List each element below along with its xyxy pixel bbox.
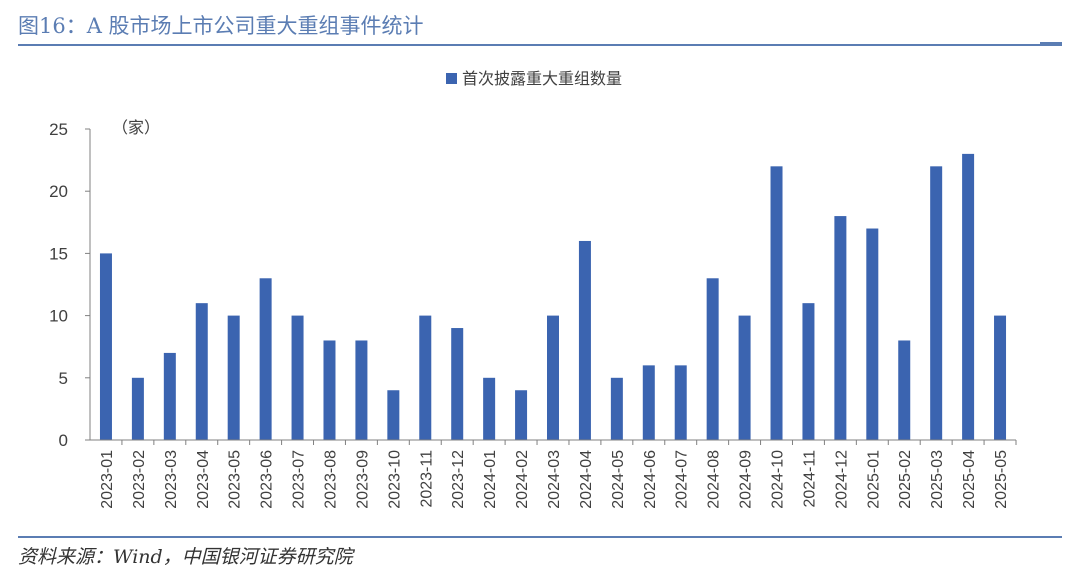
y-tick-label: 0: [59, 431, 68, 450]
bar: [131, 377, 144, 440]
x-tick-label: 2024-06: [642, 450, 659, 509]
bar: [738, 315, 751, 440]
x-tick-label: 2023-05: [227, 450, 244, 509]
y-tick-label: 15: [49, 244, 68, 263]
bar: [355, 340, 368, 440]
x-tick-label: 2023-09: [354, 450, 371, 509]
top-divider: [18, 44, 1062, 46]
x-tick-label: 2025-03: [929, 450, 946, 509]
bar: [930, 166, 943, 440]
x-tick-label: 2024-11: [801, 450, 818, 508]
bar: [994, 315, 1007, 440]
bar: [483, 377, 496, 440]
legend-swatch: [446, 73, 457, 84]
bar: [642, 365, 655, 440]
bar: [323, 340, 336, 440]
bar-chart: 首次披露重大重组数量 （家） 0 5 10 15 20 25 2023-01 2023-02…: [49, 70, 1017, 509]
x-tick-label: 2024-08: [706, 450, 723, 509]
x-tick-label: 2025-05: [993, 450, 1010, 509]
bar: [706, 278, 719, 440]
legend: 首次披露重大重组数量: [446, 70, 622, 88]
bar: [674, 365, 687, 440]
bar: [547, 315, 559, 440]
source-note: 资料来源：Wind，中国银河证券研究院: [18, 546, 353, 568]
x-tick-label: 2024-01: [482, 450, 499, 509]
x-tick-label: 2023-10: [386, 450, 403, 509]
x-tick-label: 2024-05: [610, 450, 627, 509]
x-tick-label: 2023-01: [99, 450, 116, 509]
y-tick-label: 20: [49, 182, 68, 201]
y-tick-label: 10: [49, 307, 68, 326]
y-axis-unit-label: （家）: [112, 119, 160, 137]
x-tick-label: 2025-04: [961, 450, 978, 509]
bar: [163, 352, 176, 440]
x-tick-label: 2024-09: [738, 450, 755, 509]
x-tick-label: 2023-02: [131, 450, 148, 509]
x-tick-label: 2024-12: [833, 450, 850, 509]
x-tick-label: 2024-02: [514, 450, 531, 509]
top-divider-accent: [1040, 42, 1062, 45]
figure-title: 图16：A 股市场上市公司重大重组事件统计: [18, 14, 424, 38]
bar: [610, 377, 623, 440]
bar: [451, 328, 464, 440]
x-tick-label: 2023-11: [418, 450, 435, 508]
x-tick-label: 2023-06: [259, 450, 276, 509]
x-tick-label: 2025-01: [865, 450, 882, 509]
y-tick-label: 25: [49, 120, 68, 139]
x-tick-label: 2024-07: [674, 450, 691, 509]
x-tick-label: 2023-08: [322, 450, 339, 509]
bar: [866, 228, 879, 440]
y-axis: 0 5 10 15 20 25: [49, 120, 90, 450]
bar: [962, 153, 975, 440]
bar: [834, 216, 847, 440]
y-tick-label: 5: [59, 369, 68, 388]
x-tick-label: 2024-03: [546, 450, 563, 509]
bars: [99, 153, 1007, 440]
x-tick-label: 2023-12: [450, 450, 467, 509]
x-tick-label: 2023-07: [291, 450, 308, 509]
legend-label: 首次披露重大重组数量: [462, 70, 622, 88]
bar: [227, 315, 240, 440]
bottom-divider: [18, 536, 1062, 538]
bar: [259, 278, 272, 440]
bar: [578, 240, 591, 440]
x-tick-label: 2023-03: [163, 450, 180, 509]
x-axis: 2023-01 2023-02 2023-03 2023-04 2023-05 2023-…: [99, 440, 1017, 509]
bar: [99, 253, 112, 440]
x-tick-label: 2024-04: [578, 450, 595, 509]
bar: [195, 303, 208, 440]
bar: [515, 390, 528, 440]
bar: [770, 166, 783, 440]
x-tick-label: 2023-04: [195, 450, 212, 509]
bar: [419, 315, 432, 440]
bar: [898, 340, 911, 440]
x-tick-label: 2025-02: [897, 450, 914, 509]
bar: [291, 315, 304, 440]
bar: [387, 390, 400, 440]
x-tick-label: 2024-10: [770, 450, 787, 509]
bar: [802, 303, 815, 440]
